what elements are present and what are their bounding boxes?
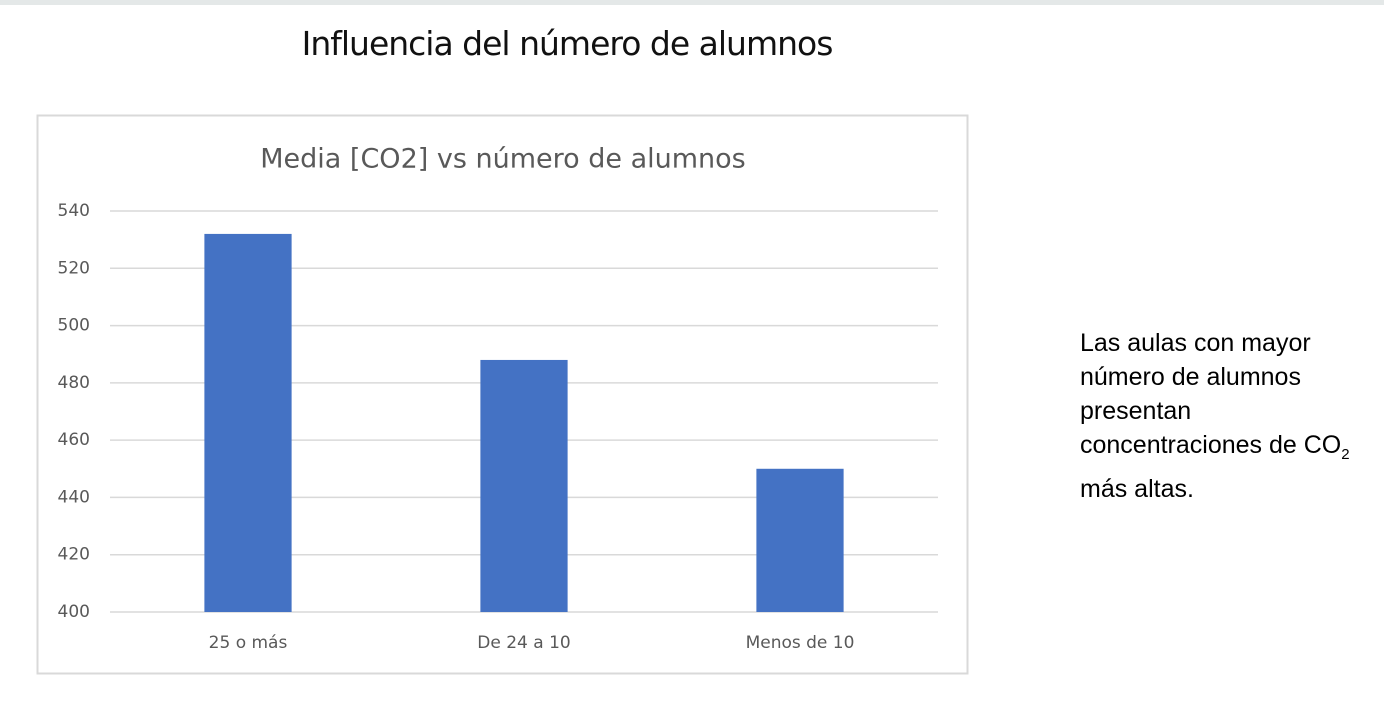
note: Las aulas con mayor número de alumnos pr… (1080, 326, 1365, 506)
x-tick-label: 25 o más (209, 633, 288, 653)
bar (480, 359, 568, 612)
x-tick-label: De 24 a 10 (477, 633, 570, 653)
y-tick-label: 420 (58, 545, 90, 565)
y-tick-label: 500 (58, 316, 90, 336)
note-text: Las aulas con mayor número de alumnos pr… (1080, 329, 1342, 459)
y-tick-label: 520 (58, 258, 90, 278)
bar (756, 468, 844, 612)
note-subscript: 2 (1341, 446, 1350, 463)
note-text: más altas. (1080, 475, 1194, 503)
top-strip (0, 0, 1384, 5)
chart-title: Media [CO2] vs número de alumnos (260, 144, 745, 175)
y-tick-label: 540 (58, 201, 90, 221)
y-tick-label: 400 (58, 602, 90, 622)
y-tick-label: 460 (58, 430, 90, 450)
bar (204, 233, 292, 612)
y-tick-label: 440 (58, 487, 90, 507)
x-tick-label: Menos de 10 (746, 633, 855, 653)
y-tick-label: 480 (58, 373, 90, 393)
slide-title: Influencia del número de alumnos (301, 24, 834, 63)
